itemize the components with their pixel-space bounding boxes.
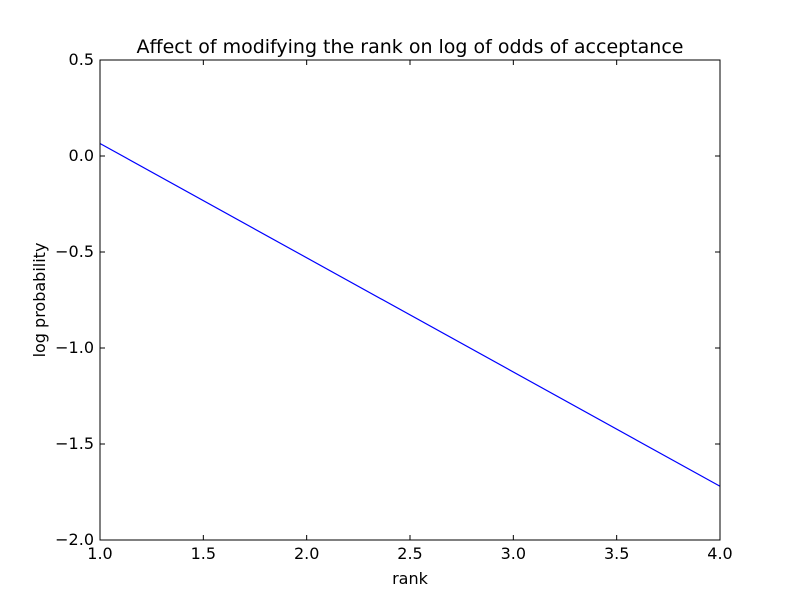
x-tick-label: 2.0 bbox=[294, 544, 319, 563]
x-tick-label: 2.5 bbox=[397, 544, 422, 563]
plot-area bbox=[99, 142, 721, 487]
x-tick-label: 1.5 bbox=[191, 544, 216, 563]
y-tick-label: −2.0 bbox=[55, 530, 94, 549]
x-axis-label: rank bbox=[392, 569, 429, 588]
series-line bbox=[99, 142, 721, 487]
y-tick-label: −1.0 bbox=[55, 338, 94, 357]
x-axis: 1.0 1.5 2.0 2.5 3.0 3.5 4.0 bbox=[87, 60, 733, 563]
y-tick-label: 0.0 bbox=[69, 146, 94, 165]
x-tick-label: 1.0 bbox=[87, 544, 112, 563]
x-tick-label: 3.5 bbox=[604, 544, 629, 563]
x-tick-label: 3.0 bbox=[501, 544, 526, 563]
y-tick-label: −0.5 bbox=[55, 242, 94, 261]
y-tick-label: −1.5 bbox=[55, 434, 94, 453]
y-axis-label: log probability bbox=[30, 243, 49, 358]
x-tick-label: 4.0 bbox=[707, 544, 732, 563]
y-tick-label: 0.5 bbox=[69, 50, 94, 69]
y-axis: −2.0 −1.5 −1.0 −0.5 0.0 0.5 bbox=[55, 50, 720, 549]
chart-title: Affect of modifying the rank on log of o… bbox=[137, 36, 684, 58]
